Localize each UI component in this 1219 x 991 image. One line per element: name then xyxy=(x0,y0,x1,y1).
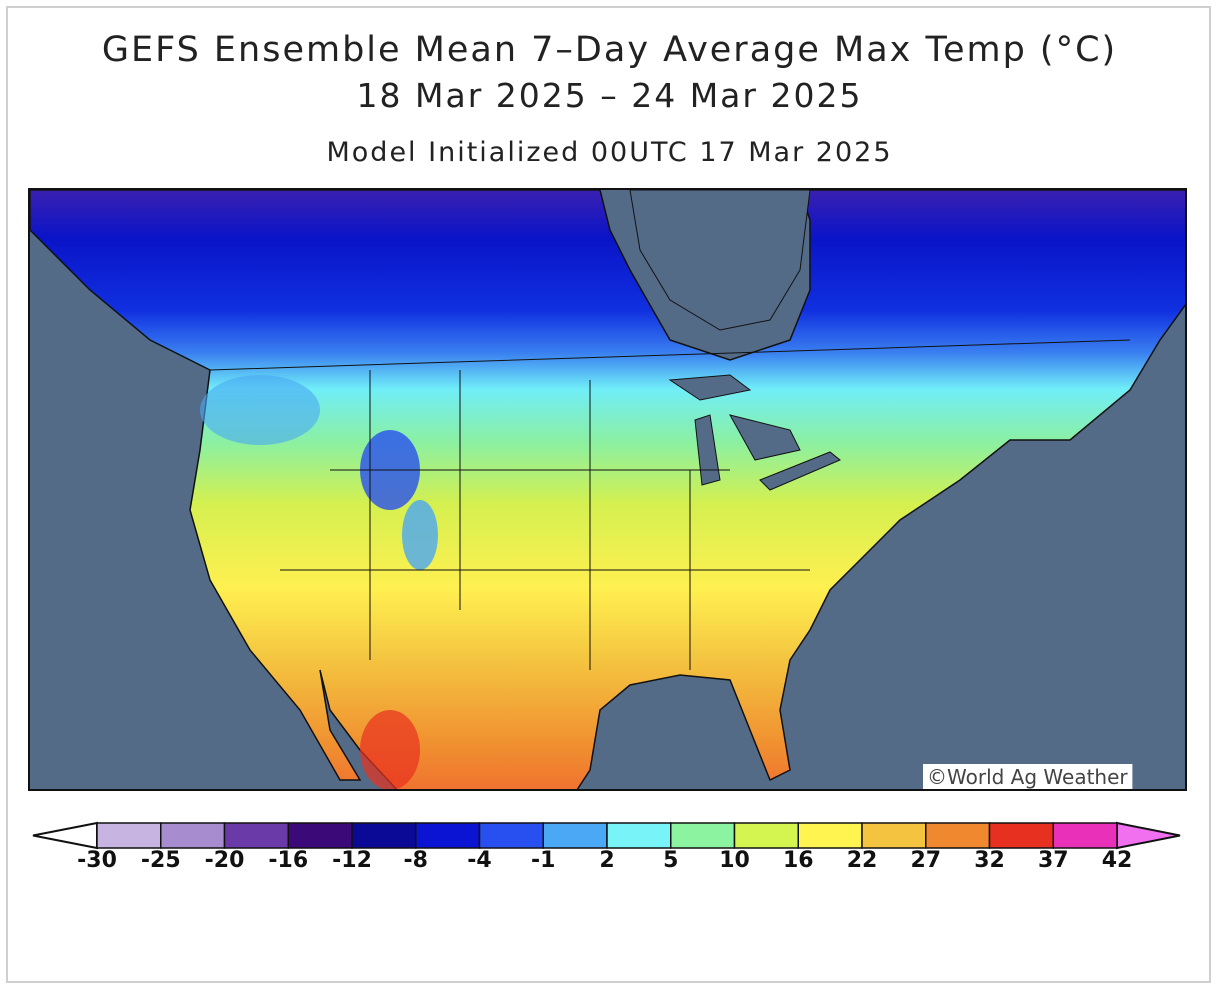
temperature-map: ©World Ag Weather xyxy=(28,188,1187,791)
legend-swatch xyxy=(542,822,608,849)
legend-label: -16 xyxy=(268,848,309,873)
legend-swatch xyxy=(96,822,162,849)
legend-swatch xyxy=(351,822,417,849)
legend-swatch xyxy=(733,822,799,849)
legend-swatch xyxy=(670,822,736,849)
legend-label: 32 xyxy=(974,848,1005,873)
legend-label: 42 xyxy=(1101,848,1133,873)
map-graphic: ©World Ag Weather xyxy=(30,190,1185,789)
legend-swatch xyxy=(861,822,927,849)
legend-label: 37 xyxy=(1037,848,1069,873)
legend-label: 10 xyxy=(719,848,750,873)
legend-swatch xyxy=(797,822,863,849)
legend-label: -4 xyxy=(467,848,492,873)
legend-label: -25 xyxy=(140,848,181,873)
credit-background xyxy=(923,764,1133,789)
legend-swatch xyxy=(223,822,289,849)
date-range: 18 Mar 2025 – 24 Mar 2025 xyxy=(356,76,863,115)
legend-label: -12 xyxy=(332,848,372,873)
legend-swatch xyxy=(415,822,481,849)
legend-label: -30 xyxy=(77,848,117,873)
great-lakes xyxy=(668,374,841,491)
state-borders xyxy=(209,339,1131,670)
copyright-credit: ©World Ag Weather xyxy=(927,765,1128,789)
color-legend-bar xyxy=(32,821,1181,850)
legend-swatch xyxy=(1052,822,1118,849)
legend-label: 16 xyxy=(782,848,814,873)
legend-label: 22 xyxy=(846,848,878,873)
legend-over-arrow xyxy=(1116,821,1181,850)
figure-frame xyxy=(6,6,1211,983)
hudson-bay xyxy=(629,190,811,331)
legend-swatch xyxy=(478,822,544,849)
warm-pocket-mexico xyxy=(360,710,420,789)
cool-pocket-colorado xyxy=(402,500,438,570)
legend-label: 27 xyxy=(910,848,942,873)
cool-pocket-northwest xyxy=(200,375,320,445)
legend-label: -20 xyxy=(204,848,245,873)
legend-swatch xyxy=(988,822,1054,849)
legend-swatch xyxy=(287,822,353,849)
model-init-subtitle: Model Initialized 00UTC 17 Mar 2025 xyxy=(326,137,893,168)
map-title: GEFS Ensemble Mean 7–Day Average Max Tem… xyxy=(101,30,1118,70)
legend-swatch xyxy=(606,822,672,849)
legend-label: -1 xyxy=(531,848,556,873)
legend-label: 2 xyxy=(599,848,615,873)
legend-swatch xyxy=(160,822,226,849)
north-america-land xyxy=(30,190,1185,789)
legend-label: 5 xyxy=(663,848,679,873)
legend-swatch xyxy=(925,822,991,849)
legend-under-arrow xyxy=(32,821,98,850)
legend-label: -8 xyxy=(403,848,428,873)
